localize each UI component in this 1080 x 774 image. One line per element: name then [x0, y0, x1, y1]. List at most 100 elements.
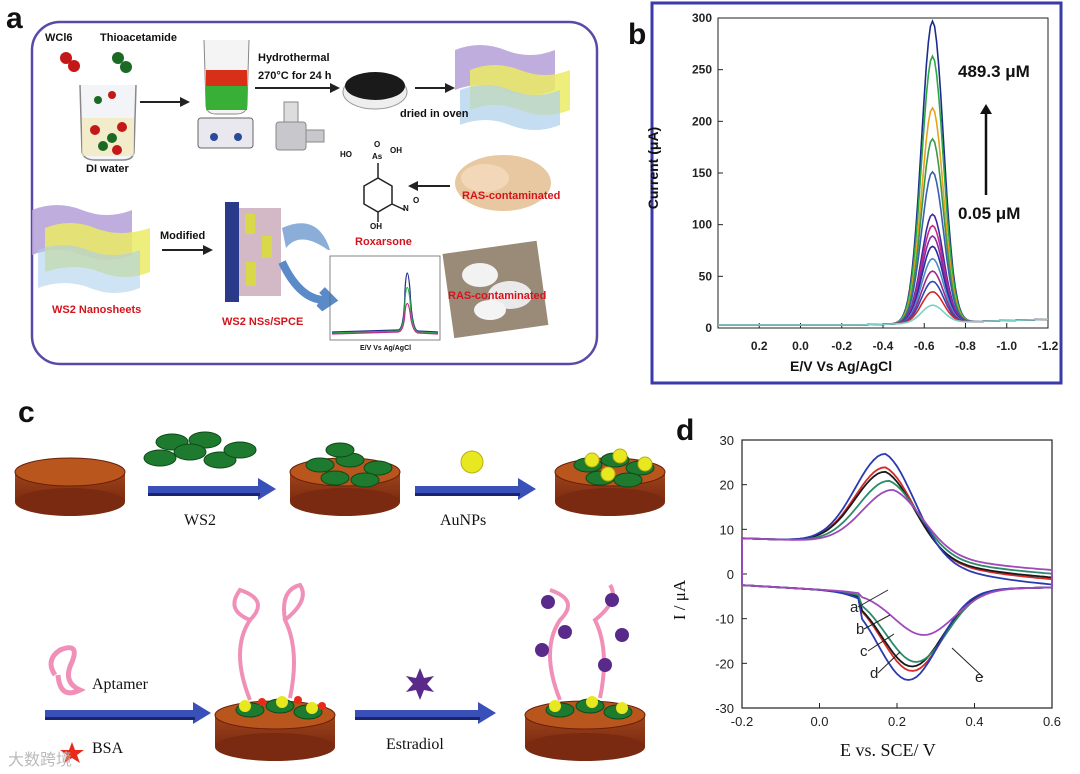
curve-label-pointer	[951, 647, 984, 678]
ws2-label: WS2	[184, 512, 216, 529]
dpv-series-13	[718, 304, 1049, 326]
y-tick-label: 300	[692, 11, 712, 25]
bsa-star-icon	[60, 742, 84, 763]
chem-n: N	[403, 204, 409, 213]
curve-label: d	[870, 665, 878, 682]
annot-low: 0.05 μM	[958, 204, 1021, 223]
chem-oh-top: OH	[390, 146, 402, 155]
x-tick-label: -0.4	[873, 339, 894, 353]
x-tick-label: 0.0	[810, 714, 828, 729]
panel-d-letter: d	[676, 414, 695, 447]
x-tick-label: 0.2	[888, 714, 906, 729]
beaker-icon	[79, 84, 137, 161]
x-tick-label: 0.0	[792, 339, 809, 353]
panel-c-letter: c	[18, 396, 35, 429]
panel-b-chart: 0 50 100 150 200 250 300 0.2 0.0 -0.2 -0.4 -0.6 -0.…	[650, 1, 1063, 385]
panel-b-xlabel: E/V Vs Ag/AgCl	[790, 358, 893, 374]
curve-label-pointer	[867, 633, 895, 652]
aptamer-label: Aptamer	[92, 676, 148, 693]
x-tick-label: -0.6	[914, 339, 935, 353]
estradiol-electrode-icon	[524, 583, 646, 761]
panel-b-letter: b	[628, 18, 647, 51]
red-sphere-icon	[60, 52, 72, 64]
curve-label-pointer	[857, 589, 889, 608]
nanosheets-left-icon	[32, 205, 150, 293]
x-tick-label: -0.2	[831, 339, 852, 353]
sample-disc-icon	[342, 72, 408, 110]
di-water-label: DI water	[86, 163, 129, 175]
ras-contaminated-label-2: RAS-contaminated	[448, 290, 547, 302]
y-tick-label: -10	[715, 612, 734, 627]
x-tick-label: -0.8	[955, 339, 976, 353]
wcl6-label: WCl6	[45, 32, 73, 44]
ws2-nss-spce-label: WS2 NSs/SPCE	[222, 316, 304, 328]
y-tick-label: 0	[727, 567, 734, 582]
y-tick-label: 200	[692, 114, 712, 128]
hotplate-icon	[197, 39, 254, 149]
arrow-ws2-icon	[148, 478, 276, 500]
nanosheets-icon	[455, 45, 570, 130]
x-tick-label: 0.6	[1043, 714, 1061, 729]
curve-label-pointer	[863, 614, 891, 630]
roxarsone-structure-icon	[363, 163, 406, 222]
y-tick-label: -30	[715, 701, 734, 716]
y-tick-label: 30	[720, 433, 734, 448]
arrow-aunps-icon	[415, 478, 536, 500]
aunps-label: AuNPs	[440, 512, 487, 529]
watermark: 大数跨境	[8, 750, 73, 769]
y-tick-label: 20	[720, 478, 734, 493]
cv-curve-c	[741, 479, 1053, 663]
chicken-photo-icon	[455, 155, 551, 211]
chem-oh-bottom: OH	[370, 222, 382, 231]
cv-curve-e	[741, 488, 1053, 636]
modified-label: Modified	[160, 230, 206, 242]
chem-o: O	[374, 140, 381, 149]
curve-label: e	[975, 669, 983, 686]
x-tick-label: -0.2	[731, 714, 753, 729]
hydrothermal-label: Hydrothermal	[258, 52, 330, 64]
mini-dpv-plot-icon	[329, 255, 441, 341]
cv-curve-d	[741, 452, 1053, 681]
thioacetamide-label: Thioacetamide	[100, 32, 178, 44]
arrow-estradiol-icon	[355, 702, 496, 724]
panel-a-letter: a	[6, 2, 23, 35]
electrode-icon	[225, 202, 339, 312]
aptamer-icon	[48, 645, 86, 696]
meat-photo-icon	[442, 240, 549, 339]
aptamer-electrode-icon	[214, 582, 336, 761]
y-tick-label: 10	[720, 522, 734, 537]
panel-d-xlabel: E vs. SCE/ V	[840, 740, 936, 760]
curve-label: b	[856, 621, 864, 638]
ras-contaminated-label-1: RAS-contaminated	[462, 190, 561, 202]
y-tick-label: 150	[692, 166, 712, 180]
autoclave-icon	[275, 101, 325, 151]
y-tick-label: 250	[692, 63, 712, 77]
aunp-icon	[460, 450, 484, 474]
arrow-aptamer-icon	[45, 702, 211, 724]
estradiol-star-icon	[406, 668, 434, 700]
mini-plot-xlabel: E/V Vs Ag/AgCl	[360, 345, 412, 352]
bsa-label: BSA	[92, 740, 124, 757]
estradiol-label: Estradiol	[386, 736, 444, 753]
chem-as: As	[372, 152, 383, 161]
roxarsone-label: Roxarsone	[355, 236, 412, 248]
panel-a-figure	[30, 20, 599, 366]
x-tick-label: 0.2	[751, 339, 768, 353]
green-sphere-icon	[112, 52, 124, 64]
y-tick-label: 100	[692, 218, 712, 232]
annot-high: 489.3 μM	[958, 62, 1030, 81]
chem-o2: O	[413, 196, 420, 205]
ws2-electrode-icon	[289, 442, 401, 516]
panel-b-ylabel: Current (μA)	[645, 126, 662, 210]
y-tick-label: 50	[699, 269, 713, 283]
curve-label-pointer	[877, 651, 901, 674]
panel-c-figure	[14, 431, 666, 763]
panel-d-ylabel: I / μA	[670, 579, 690, 621]
hydro-condition-label: 270°C for 24 h	[258, 70, 332, 82]
ws2-nanosheets-label: WS2 Nanosheets	[52, 304, 142, 316]
y-tick-label: 0	[705, 321, 712, 335]
x-tick-label: 0.4	[965, 714, 983, 729]
y-tick-label: -20	[715, 656, 734, 671]
ws2-flakes-icon	[143, 431, 257, 469]
